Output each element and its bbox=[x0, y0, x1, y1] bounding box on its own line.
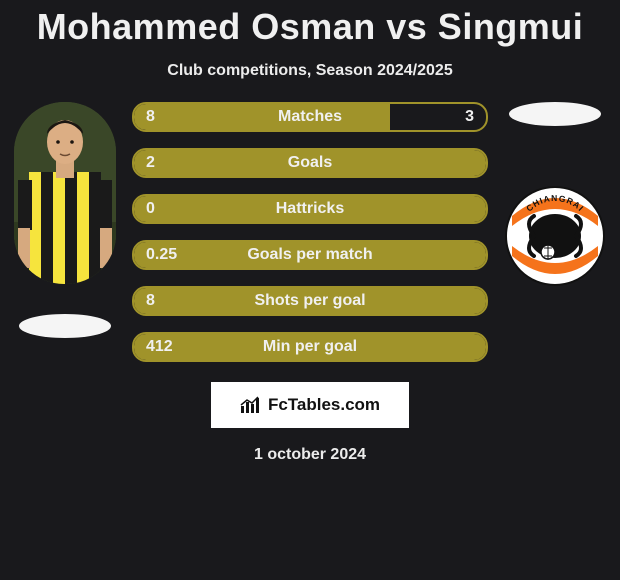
player-left-col bbox=[0, 102, 130, 338]
stat-bar: 0.25Goals per match bbox=[132, 240, 488, 270]
player-left-drawing bbox=[14, 102, 116, 284]
stat-label: Min per goal bbox=[134, 334, 486, 360]
stat-bar: 0Hattricks bbox=[132, 194, 488, 224]
stat-label: Goals bbox=[134, 150, 486, 176]
page-title: Mohammed Osman vs Singmui bbox=[0, 0, 620, 48]
branding-text: FcTables.com bbox=[268, 395, 380, 415]
stat-label: Matches bbox=[134, 104, 486, 130]
stat-bar: 8Matches3 bbox=[132, 102, 488, 132]
club-badge-drawing: CHIANGRAI bbox=[504, 186, 606, 286]
stat-label: Hattricks bbox=[134, 196, 486, 222]
chart-icon bbox=[240, 396, 262, 414]
player-right-name-pill bbox=[509, 102, 601, 126]
main-row: 8Matches3 2Goals 0Hattricks 0.25Goals per m… bbox=[0, 102, 620, 362]
player-left-portrait bbox=[14, 102, 116, 284]
player-left-name-pill bbox=[19, 314, 111, 338]
stat-right-value: 3 bbox=[465, 104, 474, 130]
subtitle: Club competitions, Season 2024/2025 bbox=[0, 62, 620, 80]
comparison-infographic: Mohammed Osman vs Singmui Club competiti… bbox=[0, 0, 620, 580]
stat-label: Shots per goal bbox=[134, 288, 486, 314]
player-right-badge: CHIANGRAI bbox=[504, 186, 606, 286]
stat-label: Goals per match bbox=[134, 242, 486, 268]
branding-badge: FcTables.com bbox=[211, 382, 409, 428]
stat-bars: 8Matches3 2Goals 0Hattricks 0.25Goals per m… bbox=[130, 102, 490, 362]
stat-bar: 412Min per goal bbox=[132, 332, 488, 362]
stat-bar: 2Goals bbox=[132, 148, 488, 178]
player-right-col: CHIANGRAI bbox=[490, 102, 620, 286]
stat-bar: 8Shots per goal bbox=[132, 286, 488, 316]
infographic-date: 1 october 2024 bbox=[0, 446, 620, 464]
